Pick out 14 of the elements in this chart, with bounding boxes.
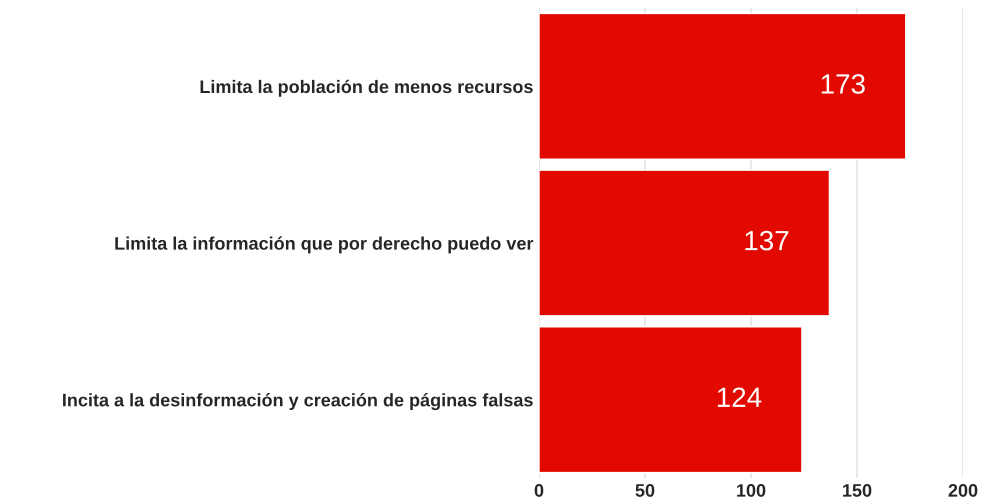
- y-tick-label: Limita la población de menos recursos: [200, 80, 533, 97]
- data-label: 137: [745, 230, 788, 250]
- bar: [539, 169, 830, 317]
- data-label: 173: [822, 74, 865, 94]
- x-tick-label: 50: [636, 484, 654, 497]
- x-tick-label: 200: [948, 484, 978, 497]
- bar: [539, 12, 906, 160]
- x-tick-label: 100: [737, 484, 766, 497]
- y-tick-label: Incita a la desinformación y creación de páginas falsas: [63, 393, 533, 410]
- x-tick-label: 0: [534, 484, 544, 497]
- bar: [539, 326, 803, 474]
- x-tick-label: 150: [843, 484, 872, 497]
- data-label: 124: [718, 387, 762, 407]
- y-tick-label: Limita la información que por derecho puedo ver: [115, 236, 534, 254]
